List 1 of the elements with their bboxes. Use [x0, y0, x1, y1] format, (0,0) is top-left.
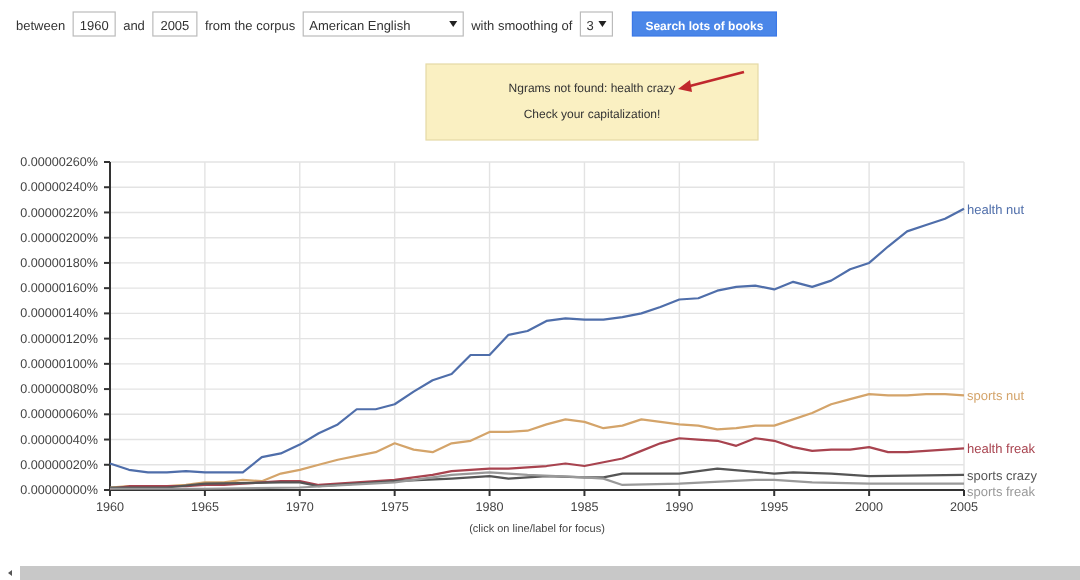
- line-series: [108, 207, 966, 474]
